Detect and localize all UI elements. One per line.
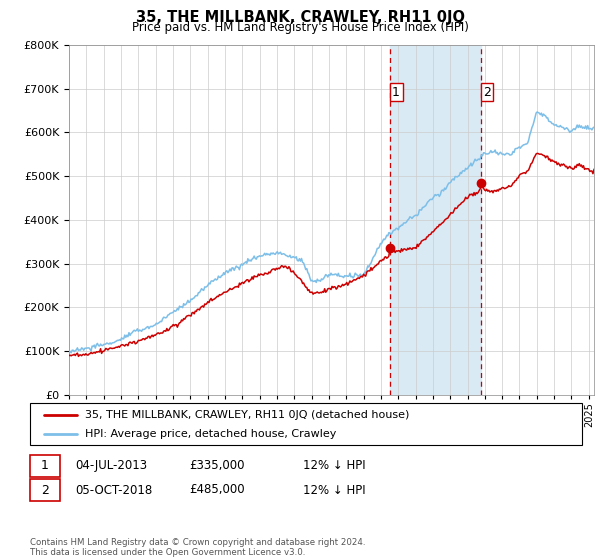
Text: 1: 1: [392, 86, 400, 99]
Text: £335,000: £335,000: [189, 459, 245, 473]
Text: 12% ↓ HPI: 12% ↓ HPI: [303, 459, 365, 473]
Text: 35, THE MILLBANK, CRAWLEY, RH11 0JQ: 35, THE MILLBANK, CRAWLEY, RH11 0JQ: [136, 10, 464, 25]
Text: 04-JUL-2013: 04-JUL-2013: [75, 459, 147, 473]
Text: £485,000: £485,000: [189, 483, 245, 497]
Text: Contains HM Land Registry data © Crown copyright and database right 2024.
This d: Contains HM Land Registry data © Crown c…: [30, 538, 365, 557]
Text: 05-OCT-2018: 05-OCT-2018: [75, 483, 152, 497]
Text: HPI: Average price, detached house, Crawley: HPI: Average price, detached house, Craw…: [85, 429, 337, 439]
Text: 1: 1: [41, 459, 49, 473]
Bar: [389, 45, 481, 395]
Text: 35, THE MILLBANK, CRAWLEY, RH11 0JQ (detached house): 35, THE MILLBANK, CRAWLEY, RH11 0JQ (det…: [85, 409, 410, 419]
Text: 12% ↓ HPI: 12% ↓ HPI: [303, 483, 365, 497]
Text: 2: 2: [41, 483, 49, 497]
Text: Price paid vs. HM Land Registry's House Price Index (HPI): Price paid vs. HM Land Registry's House …: [131, 21, 469, 34]
Text: 2: 2: [483, 86, 491, 99]
